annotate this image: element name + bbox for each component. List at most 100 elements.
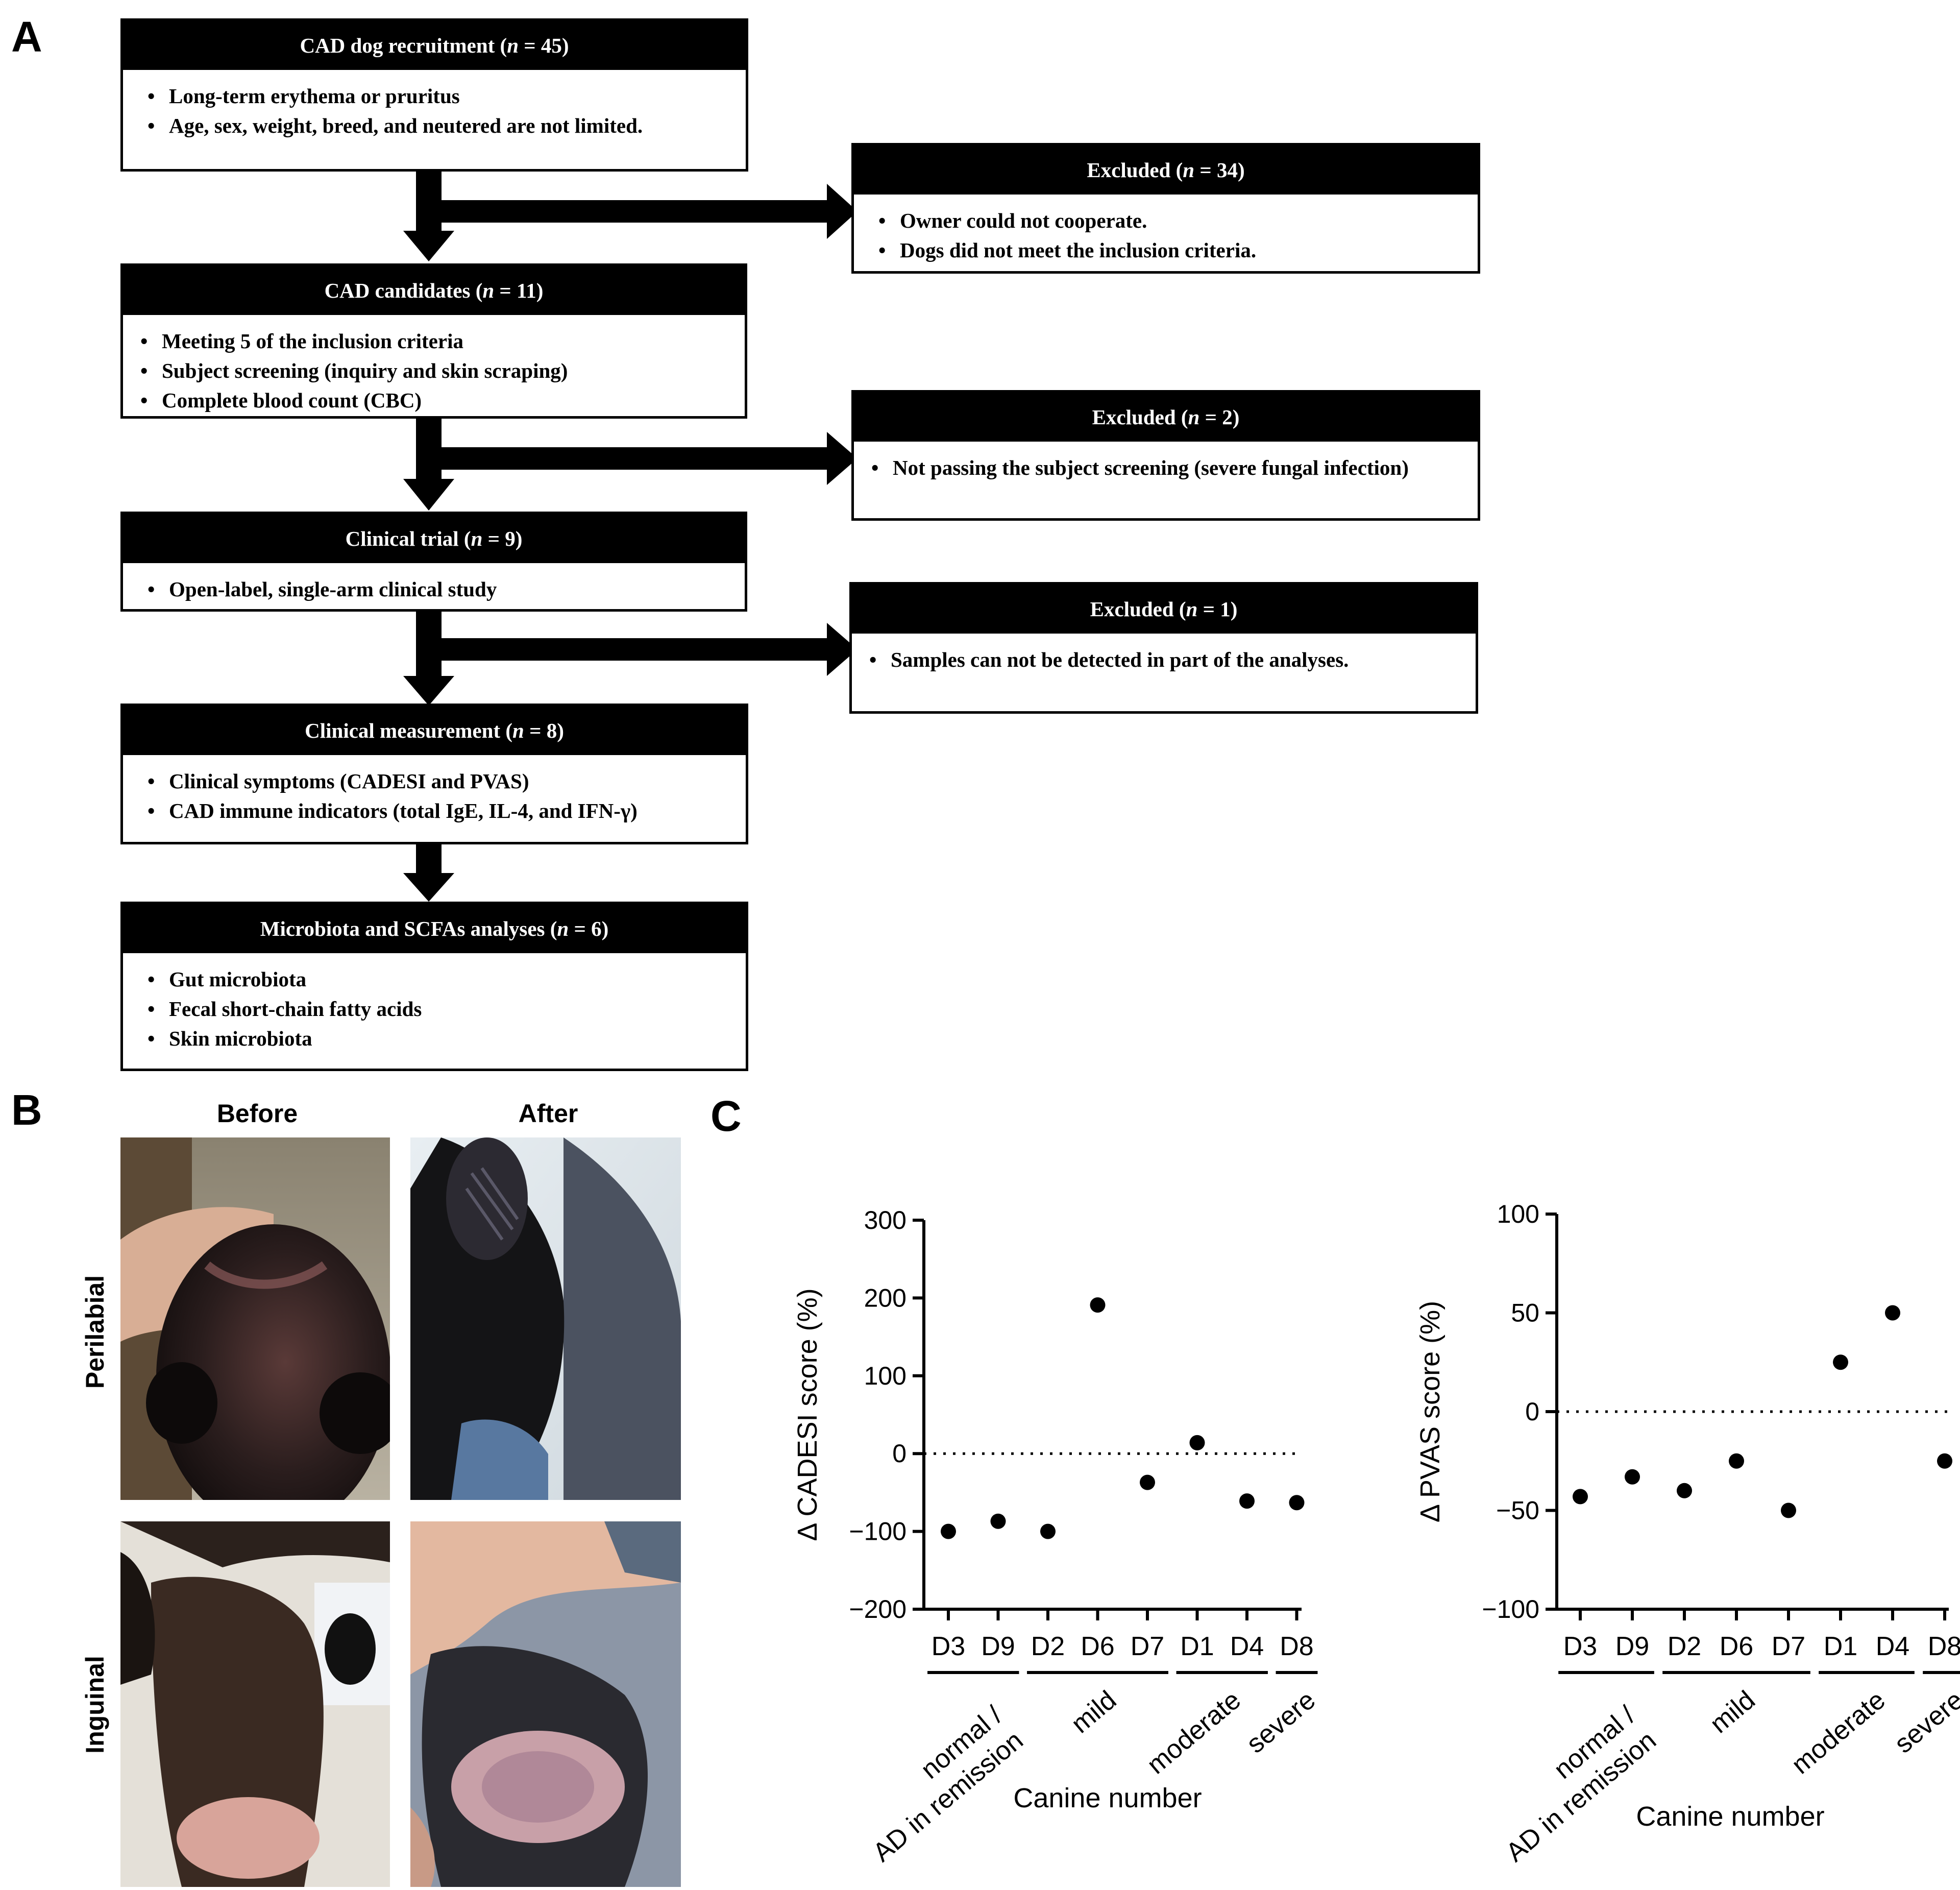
box-microbiota-title: Microbiota and SCFAs analyses (n = 6) [123,904,746,953]
flow-arrow-right-2 [439,447,831,470]
flow-arrow-head-down-4 [403,873,454,902]
x-tick-label: D7 [1131,1632,1164,1661]
flow-arrow-down-1 [416,169,442,232]
row-title-inguinal: Inguinal [81,1656,109,1754]
list-item: Clinical symptoms (CADESI and PVAS) [148,766,736,796]
flow-arrow-down-3 [416,610,442,677]
group-label-line: mild [1704,1685,1760,1739]
photo-after-perilabial [410,1137,681,1500]
title-n: n [512,719,524,742]
y-axis-title: Δ PVAS score (%) [1415,1301,1446,1522]
data-point [1729,1453,1744,1469]
list-item: Long-term erythema or pruritus [148,81,736,111]
list-item: CAD immune indicators (total IgE, IL-4, … [148,796,736,826]
flow-arrow-head-right-2 [827,432,857,485]
group-label: normal /AD in remission [1480,1700,1662,1868]
y-tick-label: 100 [864,1362,906,1390]
box-microbiota: Microbiota and SCFAs analyses (n = 6) Gu… [120,902,748,1071]
x-tick-label: D6 [1081,1632,1114,1661]
y-tick-label: −200 [849,1595,906,1624]
x-tick-label: D2 [1668,1632,1701,1661]
photo-before-perilabial [120,1137,390,1500]
data-point [1937,1453,1952,1469]
title-text: CAD candidates ( [324,279,483,302]
x-tick-label: D9 [1615,1632,1649,1661]
title-count: = 9) [482,527,523,550]
box-clinical-trial-title: Clinical trial (n = 9) [123,514,745,563]
title-count: = 45) [519,34,569,57]
box-excluded-2: Excluded (n = 2) Not passing the subject… [851,390,1480,521]
flow-arrow-head-right-1 [827,184,857,239]
list-item: Complete blood count (CBC) [140,385,734,415]
group-label: normal /AD in remission [846,1700,1029,1863]
group-label: severe [1241,1685,1321,1759]
group-label: moderate [1141,1685,1246,1780]
box-clinical-trial: Clinical trial (n = 9) Open-label, singl… [120,512,747,612]
x-tick-label: D4 [1876,1632,1909,1661]
list-item: Age, sex, weight, breed, and neutered ar… [148,111,736,140]
box-excluded-3: Excluded (n = 1) Samples can not be dete… [849,582,1478,714]
chart-cadesi: −200 −100 0 100 200 300 Δ CADESI score (%) D3 D9… [792,1206,1321,1863]
y-tick-label: −100 [849,1517,906,1546]
data-point [1189,1435,1205,1450]
box-candidates: CAD candidates (n = 11) Meeting 5 of the… [120,263,747,419]
group-label: moderate [1786,1685,1891,1780]
panel-label-a: A [11,13,42,61]
flow-arrow-down-4 [416,842,442,874]
list-item: Meeting 5 of the inclusion criteria [140,326,734,356]
data-point [1040,1523,1056,1539]
list-item: Not passing the subject screening (sever… [871,453,1467,482]
y-tick-label: 50 [1511,1299,1539,1327]
box-excluded-1-title: Excluded (n = 34) [854,146,1478,195]
data-point [990,1513,1006,1529]
title-text: CAD dog recruitment ( [300,34,507,57]
y-tick-label: 0 [892,1439,906,1468]
title-n: n [557,917,569,940]
data-point [941,1523,956,1539]
y-axis-title: Δ CADESI score (%) [792,1288,823,1541]
group-label: severe [1889,1685,1960,1759]
group-label-line: moderate [1786,1685,1891,1780]
row-title-perilabial: Perilabial [81,1275,109,1389]
list-item: Owner could not cooperate. [878,206,1467,235]
y-tick-label: 0 [1525,1397,1539,1426]
x-axis-title: Canine number [1636,1801,1824,1832]
x-tick-label: D1 [1824,1632,1857,1661]
data-point [1885,1305,1900,1321]
data-point [1833,1354,1848,1370]
flow-arrow-head-down-3 [403,676,454,706]
title-n: n [1183,158,1195,182]
title-n: n [1186,597,1198,621]
x-tick-label: D6 [1720,1632,1753,1661]
title-count: = 1) [1197,597,1238,621]
data-point [1140,1474,1155,1490]
flow-arrow-down-2 [416,418,442,480]
group-label: mild [1704,1685,1760,1739]
list-item: Dogs did not meet the inclusion criteria… [878,235,1467,265]
group-label: mild [1066,1685,1122,1739]
photo-before-inguinal [120,1521,390,1887]
group-label-line: moderate [1141,1685,1246,1780]
title-text: Clinical trial ( [345,527,471,550]
x-tick-label: D7 [1772,1632,1805,1661]
title-n: n [1188,405,1200,429]
title-count: = 34) [1194,158,1245,182]
flow-arrow-head-down-2 [403,479,454,511]
list-item: Gut microbiota [148,964,736,994]
data-point [1090,1297,1106,1313]
data-point [1289,1495,1305,1511]
x-tick-label: D9 [981,1632,1015,1661]
panel-label-b: B [11,1086,42,1134]
list-item: Fecal short-chain fatty acids [148,994,736,1024]
data-point [1677,1483,1692,1498]
group-label-line: mild [1066,1685,1122,1739]
data-point [1239,1493,1255,1509]
photo-after-inguinal [410,1521,681,1887]
title-count: = 8) [524,719,564,742]
title-count: = 2) [1199,405,1240,429]
panel-label-c: C [710,1092,742,1140]
data-point [1625,1469,1640,1485]
y-tick-label: 100 [1497,1200,1539,1228]
box-recruitment: CAD dog recruitment (n = 45) Long-term e… [120,18,748,172]
